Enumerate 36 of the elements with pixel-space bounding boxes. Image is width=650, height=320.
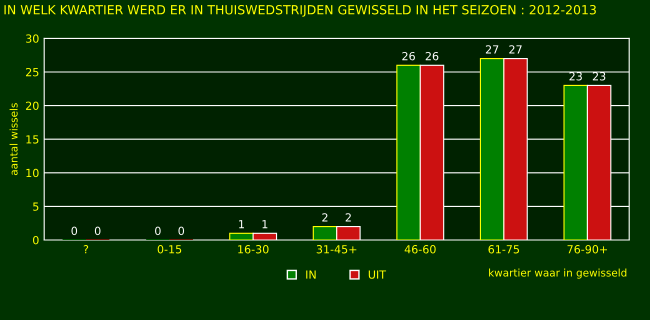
data-label: 27	[486, 45, 498, 54]
y-tick-label: 5	[33, 202, 38, 211]
data-label: 1	[262, 220, 268, 228]
data-label: 0	[178, 226, 184, 236]
data-label: 0	[155, 226, 161, 236]
data-label: 2	[322, 213, 328, 222]
data-label: 2	[346, 213, 351, 222]
y-tick-label: 15	[26, 135, 38, 144]
legend-label: IN	[306, 270, 316, 279]
data-label: 26	[426, 52, 438, 60]
x-axis-title: kwartier waar in gewisseld	[489, 268, 626, 279]
data-label: 0	[71, 226, 78, 236]
bar	[563, 84, 588, 240]
y-axis-title: aantal wissels	[10, 103, 18, 176]
y-tick-label: 0	[33, 236, 39, 244]
x-tick-label: 0-15	[158, 245, 182, 254]
x-tick-label: ?	[84, 245, 88, 254]
y-tick-label: 10	[26, 168, 39, 178]
bar	[480, 58, 504, 240]
data-label: 0	[94, 226, 100, 236]
x-tick-label: 61-75	[488, 245, 520, 254]
x-tick-label: 16-30	[238, 245, 269, 254]
y-tick-label: 25	[26, 68, 38, 76]
x-tick-label: 31-45+	[316, 245, 356, 254]
bar	[396, 64, 421, 240]
data-label: 27	[509, 45, 522, 54]
bar	[229, 232, 254, 240]
data-label: 1	[239, 220, 244, 228]
x-tick-label: 46-60	[404, 245, 436, 254]
legend-label: UIT	[368, 270, 386, 279]
y-tick-label: 30	[26, 34, 39, 43]
y-tick-label: 20	[26, 102, 39, 110]
chart-title: IN WELK KWARTIER WERD ER IN THUISWEDSTRIJDEN GEWISSELD IN HET SEIZOEN : 2012-2013	[4, 5, 596, 17]
bar	[312, 226, 338, 240]
x-tick-label: 76-90+	[568, 245, 608, 254]
data-label: 26	[402, 52, 415, 60]
